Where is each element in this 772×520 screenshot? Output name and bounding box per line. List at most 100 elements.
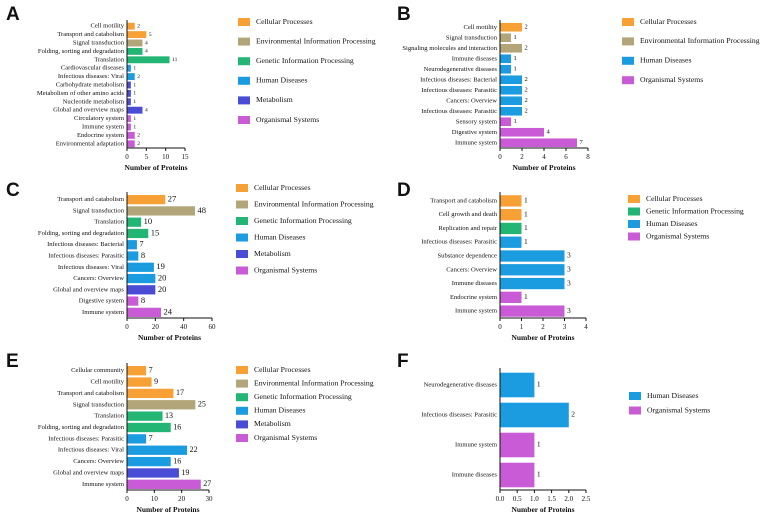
bar (127, 115, 131, 123)
category-label: Infectious diseases: Viral (58, 73, 124, 80)
bar (127, 377, 152, 387)
legend-label: Organismal Systems (254, 433, 317, 442)
bar (127, 98, 131, 106)
bar (500, 277, 565, 290)
x-tick-label: 60 (209, 323, 217, 331)
bar (127, 228, 149, 239)
value-label: 1 (133, 116, 136, 122)
panel-c: C Transport and catabolism 27 Signal transd… (6, 180, 374, 342)
legend-swatch (236, 393, 248, 402)
legend-label: Cellular Processes (640, 17, 697, 26)
value-label: 2 (525, 87, 528, 94)
panel-letter: D (397, 180, 411, 201)
legend-label: Organismal Systems (646, 231, 709, 240)
category-label: Transport and catabolism (430, 197, 498, 204)
bar (500, 250, 565, 262)
value-label: 2 (137, 74, 140, 80)
bar (500, 291, 522, 303)
bar (500, 43, 522, 53)
legend-swatch (629, 406, 641, 415)
x-tick-label: 40 (180, 323, 188, 331)
x-tick-label: 1.5 (547, 495, 556, 503)
legend-swatch (622, 76, 634, 85)
value-label: 2 (525, 24, 528, 31)
bar (127, 217, 142, 227)
legend-swatch (236, 233, 248, 242)
legend-swatch (238, 96, 250, 105)
x-tick-label: 4 (542, 153, 546, 161)
category-label: Translation (94, 56, 125, 63)
legend-swatch (628, 220, 640, 228)
value-label: 1 (133, 91, 136, 97)
legend-label: Human Diseases (256, 76, 307, 85)
bar (500, 236, 522, 248)
bar (127, 456, 171, 467)
x-tick-label: 2.0 (564, 495, 573, 503)
category-label: Infectious diseases: Parasitic (421, 239, 497, 246)
value-label: 1 (514, 66, 517, 73)
bar (127, 273, 156, 284)
x-axis-label: Number of Proteins (512, 163, 575, 172)
category-label: Folding, sorting and degradation (38, 48, 125, 55)
category-label: Infectious diseases: Parasitic (421, 87, 497, 94)
category-label: Cancers: Overview (446, 97, 497, 104)
bar (127, 422, 171, 433)
bar (127, 479, 201, 489)
x-axis-label: Number of Proteins (511, 333, 574, 342)
legend-swatch (238, 57, 250, 66)
legend-swatch (236, 184, 248, 192)
panel-letter: B (397, 4, 411, 25)
value-label: 22 (190, 445, 198, 454)
x-tick-label: 15 (182, 153, 190, 161)
value-label: 1 (537, 440, 541, 449)
value-label: 4 (547, 129, 551, 136)
category-label: Digestive system (79, 298, 125, 305)
value-label: 13 (165, 411, 173, 420)
legend-label: Metabolism (254, 419, 291, 428)
x-tick-label: 2.5 (582, 495, 591, 503)
category-label: Endocrine system (450, 294, 498, 301)
value-label: 1 (524, 196, 528, 205)
category-label: Transport and catabolism (57, 390, 125, 397)
legend-label: Cellular Processes (254, 183, 311, 192)
legend: Cellular Processes Environmental Informat… (236, 365, 374, 442)
category-label: Immune diseases (452, 55, 498, 62)
value-label: 1 (133, 65, 136, 71)
legend-label: Organismal Systems (640, 75, 703, 84)
value-label: 1 (133, 99, 136, 105)
legend-swatch (236, 379, 248, 388)
category-label: Infectious diseases: Parasitic (48, 253, 124, 260)
bar (127, 39, 143, 47)
legend-swatch (628, 207, 640, 216)
legend: Cellular Processes Environmental Informat… (238, 17, 376, 124)
value-label: 16 (173, 422, 181, 431)
value-label: 25 (198, 400, 206, 409)
category-label: Immune system (82, 124, 125, 131)
value-label: 1 (537, 470, 541, 479)
value-label: 8 (141, 250, 145, 260)
category-label: Transport and catabolism (57, 31, 125, 38)
x-axis-label: Number of Proteins (124, 163, 187, 172)
x-axis-label: Number of Proteins (511, 505, 574, 514)
bar (500, 138, 577, 148)
category-label: Infectious diseases: Parasitic (421, 108, 497, 115)
legend-label: Cellular Processes (254, 365, 311, 374)
category-label: Environmental adaptation (56, 140, 125, 147)
bar (500, 64, 511, 74)
value-label: 1 (514, 55, 517, 62)
category-label: Infectious diseases: Viral (58, 447, 124, 454)
value-label: 1 (133, 82, 136, 88)
panel-a: A Cell motility 2 Transport and catabolism 5… (6, 4, 376, 172)
x-tick-label: 1 (520, 323, 524, 331)
bar (127, 262, 154, 272)
value-label: 3 (567, 264, 571, 273)
legend-label: Organismal Systems (254, 265, 317, 274)
x-tick-label: 6 (564, 153, 568, 161)
legend-label: Organismal Systems (647, 405, 710, 414)
category-label: Infectious diseases: Bacterial (47, 241, 124, 248)
x-tick-label: 20 (178, 495, 186, 503)
bar (127, 106, 143, 114)
bar (500, 462, 535, 488)
value-label: 7 (580, 139, 584, 146)
